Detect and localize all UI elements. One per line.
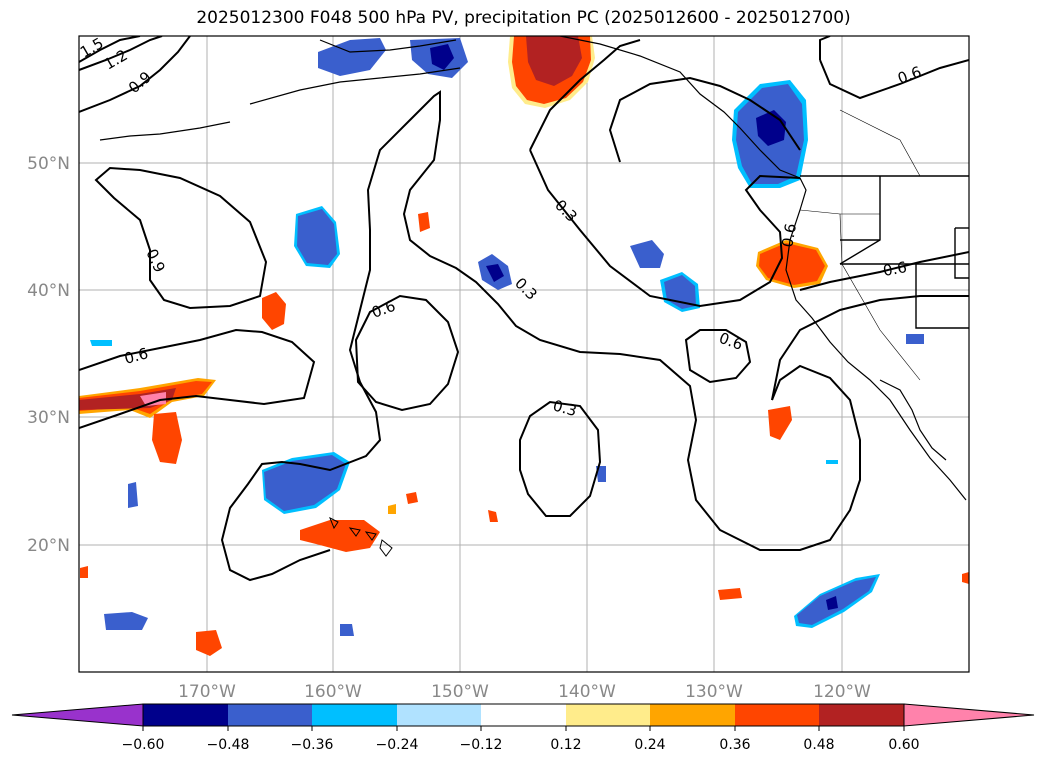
contour-label: 0.6 (122, 344, 150, 368)
contour-line (799, 251, 969, 291)
contour-line (519, 400, 602, 517)
precip-positive-area (406, 492, 418, 504)
pv-contours (79, 36, 969, 582)
contour-line (220, 90, 861, 582)
lon-label: 160°W (304, 682, 362, 702)
precip-positive-area (488, 510, 498, 522)
colorbar-ticks (142, 726, 905, 731)
political-borders (800, 175, 969, 329)
precip-positive-area (262, 292, 286, 330)
colorbar-extend-low (11, 703, 144, 727)
colorbar-outline (142, 703, 905, 727)
contour-line (79, 36, 141, 63)
contour-line (608, 76, 801, 163)
lon-label: 130°W (685, 682, 743, 702)
precip-negative-area (297, 209, 337, 265)
lat-label: 30°N (27, 408, 70, 428)
colorbar-tick-label: 0.24 (634, 737, 665, 753)
colorbar-segment (312, 704, 397, 726)
precip-negative-area (90, 340, 112, 346)
colorbar-segment (819, 704, 904, 726)
precip-positive-area (759, 243, 825, 285)
lat-label: 20°N (27, 536, 70, 556)
colorbar-segment (228, 704, 312, 726)
precip-negative-area (430, 44, 454, 70)
contour-label: 0.3 (551, 396, 579, 420)
colorbar: −0.60 −0.48 −0.36 −0.24 −0.12 0.12 0.24 … (11, 703, 1035, 753)
precip-negative-area (340, 624, 354, 636)
contour-label: 0.6 (882, 258, 909, 280)
colorbar-segment (650, 704, 735, 726)
lat-label: 50°N (27, 154, 70, 174)
contour-line (79, 328, 316, 429)
colorbar-tick-label: 0.12 (550, 737, 581, 753)
precip-positive-area (80, 566, 88, 578)
precip-negative-area (826, 460, 838, 464)
colorbar-segment (397, 704, 481, 726)
lon-label: 150°W (431, 682, 489, 702)
contour-line (684, 329, 752, 384)
contour-line (94, 166, 268, 310)
precip-positive-area (196, 630, 222, 656)
precip-positive-area (418, 212, 430, 232)
contour-line (79, 36, 163, 71)
precip-positive-area (152, 412, 182, 464)
lat-label: 40°N (27, 281, 70, 301)
precip-positive-area (300, 520, 380, 552)
map-frame (78, 35, 970, 673)
contour-line (819, 36, 831, 60)
contour-line (529, 39, 641, 151)
map-panel (79, 36, 969, 672)
precip-positive-area (526, 36, 582, 86)
contour-line (79, 36, 191, 113)
longitude-labels: 170°W 160°W 150°W 140°W 130°W 120°W (178, 682, 871, 702)
coastlines (99, 36, 967, 501)
precip-positive-area (388, 504, 396, 514)
contour-label: 0.6 (778, 222, 800, 249)
colorbar-segment (481, 704, 566, 726)
colorbar-tick-label: 0.60 (888, 737, 919, 753)
colorbar-tick-label: −0.12 (460, 737, 503, 753)
lon-label: 170°W (178, 682, 236, 702)
precip-negative-area (630, 240, 664, 268)
contour-line (354, 294, 460, 412)
colorbar-segment (735, 704, 819, 726)
colorbar-tick-label: 0.48 (803, 737, 834, 753)
gridlines (79, 36, 969, 672)
precip-shading (79, 36, 969, 656)
colorbar-tick-label: −0.36 (291, 737, 334, 753)
precip-negative-area (318, 38, 386, 76)
precip-negative-area (128, 482, 138, 508)
colorbar-tick-label: 0.36 (719, 737, 750, 753)
precip-negative-area (104, 612, 148, 630)
latitude-labels: 50°N 40°N 30°N 20°N (27, 154, 70, 556)
colorbar-tick-label: −0.60 (122, 737, 165, 753)
map-title: 2025012300 F048 500 hPa PV, precipitatio… (196, 8, 851, 28)
precip-positive-area (718, 588, 742, 600)
lon-label: 120°W (813, 682, 871, 702)
contour-line (529, 149, 801, 308)
precip-positive-area (768, 406, 792, 440)
lon-label: 140°W (558, 682, 616, 702)
state-borders (799, 109, 921, 381)
precip-positive-area (140, 392, 166, 406)
colorbar-tick-label: −0.24 (376, 737, 419, 753)
hawaii-islands (329, 516, 393, 557)
contour-line (771, 295, 969, 401)
precip-positive-area (962, 572, 969, 584)
precip-negative-area (906, 334, 924, 344)
precip-negative-area (486, 264, 504, 282)
precip-negative-area (826, 596, 838, 610)
contour-line (819, 59, 969, 100)
colorbar-segment (143, 704, 228, 726)
colorbar-segment (566, 704, 650, 726)
colorbar-extend-high (903, 703, 1035, 727)
colorbar-tick-label: −0.48 (207, 737, 250, 753)
